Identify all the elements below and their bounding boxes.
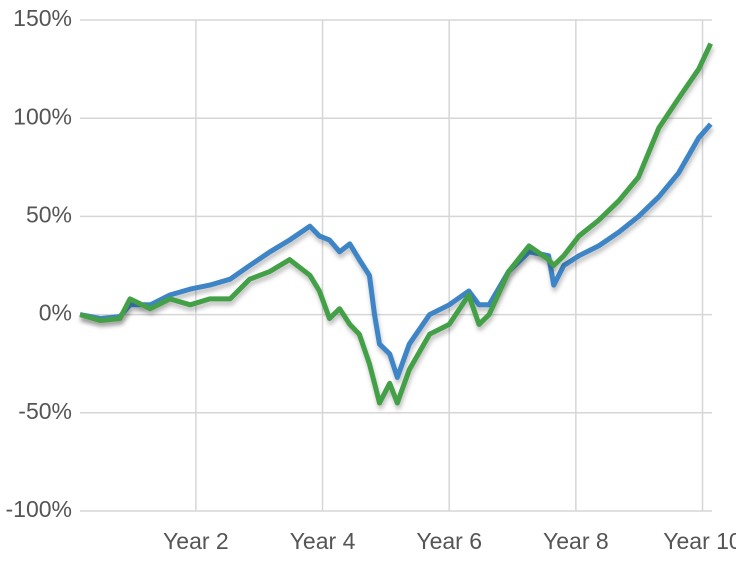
x-tick-label: Year 4: [290, 528, 356, 554]
x-tick-label: Year 8: [543, 528, 609, 554]
y-tick-label: 0%: [39, 300, 72, 326]
x-tick-label: Year 2: [163, 528, 229, 554]
series-line: [79, 42, 713, 406]
x-tick-label: Year 10: [663, 528, 736, 554]
x-tick-label: Year 6: [416, 528, 482, 554]
y-tick-label: 50%: [26, 201, 72, 227]
y-tick-label: -100%: [6, 496, 72, 522]
series-line: [79, 122, 713, 380]
y-tick-label: -50%: [18, 398, 72, 424]
y-tick-label: 150%: [13, 5, 72, 31]
y-tick-label: 100%: [13, 103, 72, 129]
